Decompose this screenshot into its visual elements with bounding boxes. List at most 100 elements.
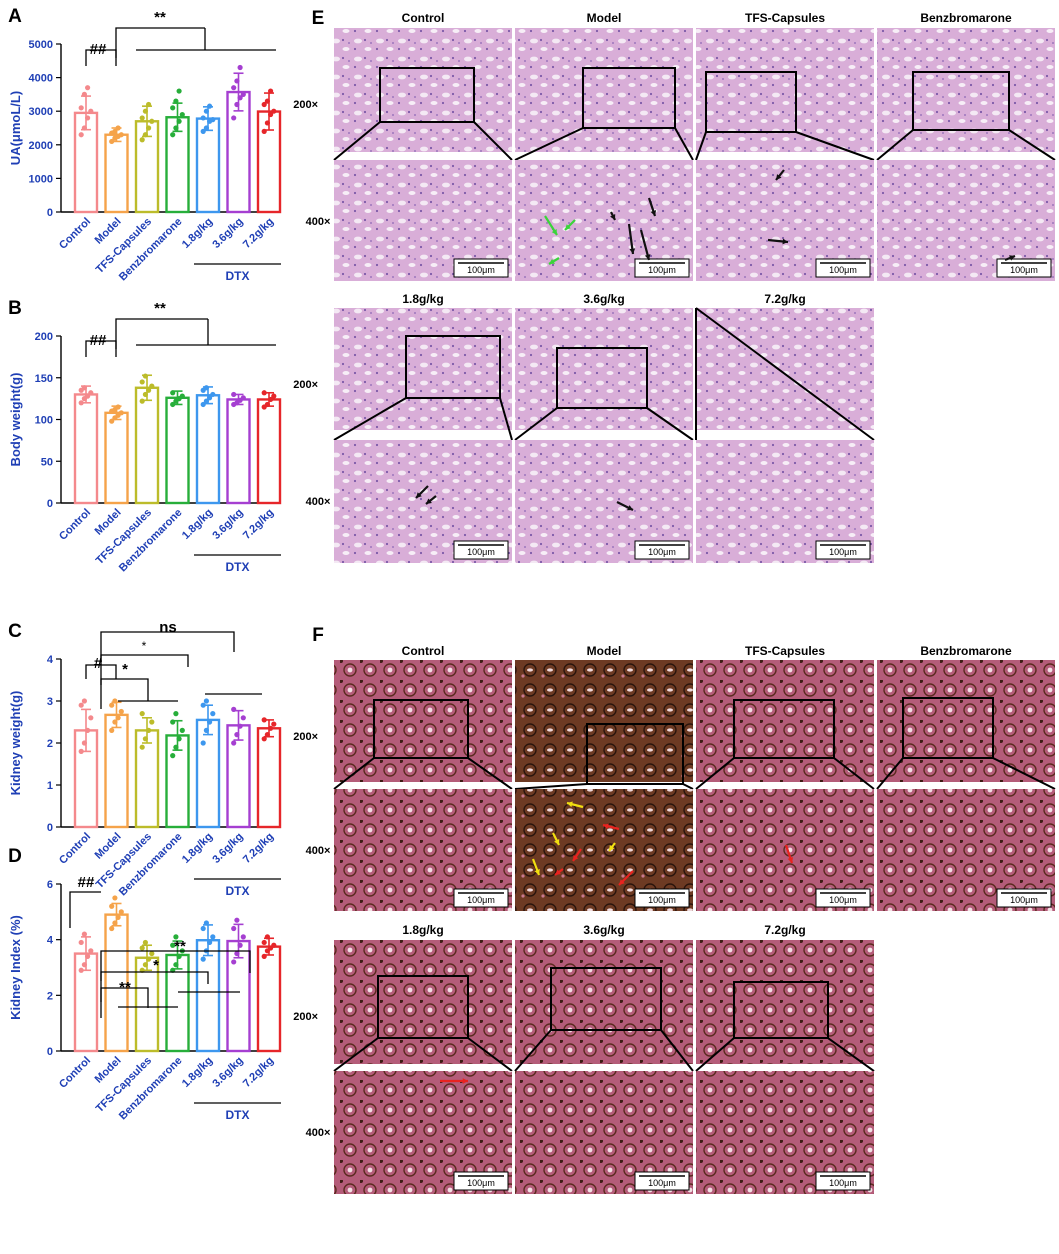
bar-1-8g-kg	[195, 939, 221, 1053]
data-point	[78, 400, 84, 406]
data-point	[88, 108, 94, 114]
data-point	[81, 125, 87, 131]
zoom-line	[1008, 129, 1056, 161]
zoom-line	[473, 121, 513, 161]
arrow-head	[573, 855, 579, 861]
x-tick-label: Control	[57, 507, 93, 543]
scale-bar-label: 100μm	[467, 265, 495, 275]
data-point	[237, 64, 243, 71]
data-point	[264, 120, 270, 126]
magnification-200-label: 200×	[293, 1011, 318, 1023]
data-point	[210, 391, 216, 398]
data-point	[271, 108, 277, 114]
data-point	[234, 732, 240, 738]
zoom-line	[333, 1037, 379, 1072]
micrograph-200x	[334, 308, 512, 430]
data-point	[142, 373, 148, 379]
data-point	[118, 410, 124, 416]
data-point	[170, 401, 176, 408]
y-tick-label: 4	[47, 654, 54, 666]
data-point	[139, 379, 145, 385]
scale-bar-label: 100μm	[1010, 265, 1038, 275]
data-point	[109, 903, 115, 909]
x-tick-label: 7.2g/kg	[241, 507, 276, 542]
data-point	[261, 128, 267, 134]
zoom-line	[674, 127, 694, 161]
column-title: 1.8g/kg	[402, 923, 443, 937]
data-point	[115, 404, 121, 410]
column-title: Model	[587, 644, 622, 658]
dtx-label: DTX	[226, 884, 250, 898]
y-tick-label: 2	[47, 990, 53, 1002]
column-title: Benzbromarone	[920, 11, 1012, 25]
data-point	[203, 727, 209, 734]
data-point	[268, 396, 274, 403]
zoom-line	[646, 407, 694, 441]
data-point	[179, 727, 185, 734]
zoom-line	[827, 1037, 875, 1072]
column-title: 7.2g/kg	[764, 292, 805, 306]
significance-bracket	[69, 891, 101, 928]
y-tick-label: 0	[47, 822, 53, 834]
data-point	[142, 939, 148, 946]
arrow-head	[782, 238, 788, 245]
zoom-line	[695, 131, 707, 161]
significance-bracket	[100, 971, 209, 1002]
column-title: Benzbromarone	[920, 644, 1012, 658]
magnification-400-label: 400×	[306, 1127, 331, 1139]
column-title: Model	[587, 11, 622, 25]
data-point	[85, 115, 91, 121]
y-tick-label: 200	[35, 331, 53, 343]
data-point	[170, 132, 176, 138]
panel-letter-e: E	[312, 8, 325, 29]
data-point	[115, 914, 121, 921]
data-point	[149, 383, 155, 389]
scale-bar-label: 100μm	[829, 265, 857, 275]
arrow-head	[567, 801, 573, 808]
y-tick-label: 5000	[29, 39, 53, 51]
x-tick-label: 7.2g/kg	[241, 831, 276, 866]
y-tick-label: 2	[47, 738, 53, 750]
zoom-line	[682, 783, 694, 790]
data-point	[210, 934, 216, 940]
scale-bar-label: 100μm	[648, 547, 676, 557]
micrograph-200x	[334, 660, 512, 782]
data-point	[271, 721, 277, 727]
arrow-head	[565, 224, 571, 230]
y-tick-label: 0	[47, 1046, 53, 1058]
zoom-line	[467, 757, 513, 790]
data-point	[146, 387, 152, 393]
arrow-head	[629, 248, 636, 254]
scale-bar-label: 100μm	[829, 895, 857, 905]
scale-bar-label: 100μm	[829, 547, 857, 557]
micrograph-200x	[696, 28, 874, 152]
data-point	[170, 942, 176, 948]
y-axis-label: Kidney Index (%)	[8, 915, 23, 1020]
zoom-line	[695, 1037, 735, 1072]
column-title: TFS-Capsules	[745, 11, 825, 25]
scale-bar-label: 100μm	[467, 1178, 495, 1188]
data-point	[146, 125, 152, 131]
data-point	[231, 706, 237, 713]
zoom-line	[660, 1029, 694, 1072]
y-axis-label: UA(μmoL/L)	[8, 91, 23, 165]
micrograph-200x	[696, 940, 874, 1064]
zoom-line	[514, 127, 584, 161]
data-point	[200, 925, 206, 932]
zoom-region-box	[373, 699, 469, 759]
zoom-line	[333, 757, 375, 790]
bar-7-2g-kg	[256, 727, 282, 829]
bar-tfs-capsules	[134, 386, 160, 505]
data-point	[231, 85, 237, 91]
y-tick-label: 4000	[29, 73, 53, 85]
data-point	[207, 395, 213, 401]
data-point	[240, 395, 246, 401]
data-point	[261, 717, 267, 723]
zoom-line	[514, 783, 588, 790]
data-point	[207, 103, 213, 109]
dtx-label: DTX	[226, 269, 250, 283]
column-title: Control	[402, 11, 445, 25]
